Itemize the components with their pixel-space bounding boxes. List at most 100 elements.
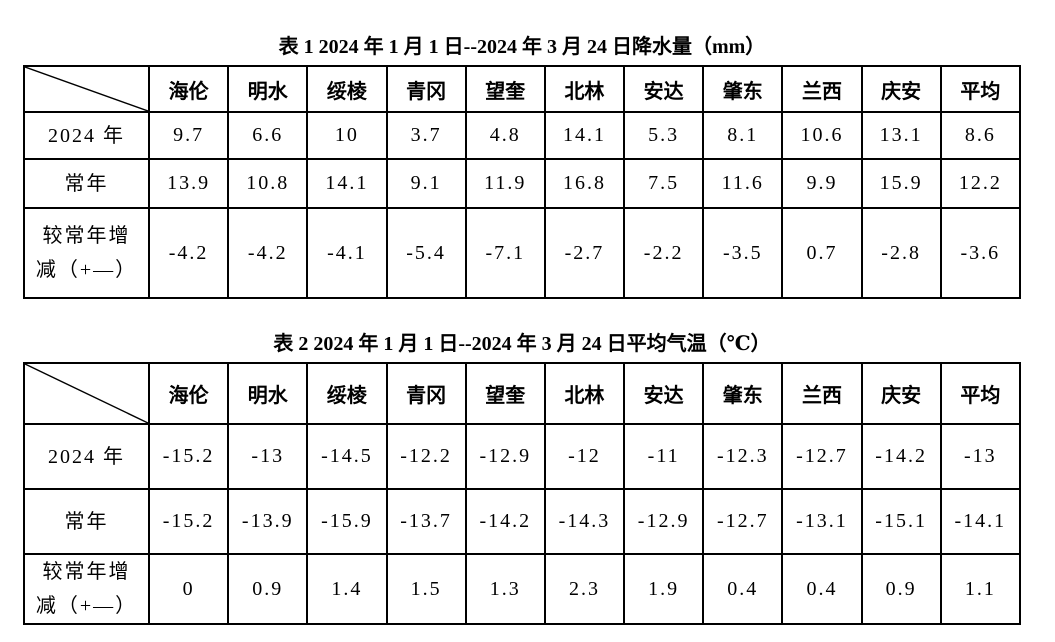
row-label: 常年 [23,488,150,555]
table-cell: 1.4 [306,553,388,625]
table-cell: -5.4 [385,207,467,299]
table-cell: -12 [543,423,626,490]
column-header: 肇东 [702,65,784,113]
column-header: 北林 [543,362,626,425]
table-cell: 10.8 [227,158,309,209]
table-cell: -4.2 [227,207,309,299]
table-cell: -4.2 [147,207,230,299]
column-header: 明水 [227,65,309,113]
table-cell: 13.1 [860,111,942,160]
diagonal-line [25,67,148,111]
table-cell: 0.9 [227,553,309,625]
header-row: 海伦 明水 绥棱 青冈 望奎 北林 安达 肇东 兰西 庆安 平均 [23,65,1022,113]
table-cell: 1.5 [385,553,467,625]
column-header: 安达 [623,362,705,425]
table-cell: -4.1 [306,207,388,299]
table-cell: 1.3 [464,553,546,625]
table-cell: 0 [147,553,230,625]
table-cell: -15.2 [147,488,230,555]
table-row: 2024 年 -15.2 -13 -14.5 -12.2 -12.9 -12 -11 -12.3… [23,423,1022,490]
table-cell: -15.9 [306,488,388,555]
column-header: 青冈 [385,362,467,425]
table-corner-cell [23,65,150,113]
column-header: 明水 [227,362,309,425]
table-cell: -15.2 [147,423,230,490]
column-header: 北林 [543,65,626,113]
table-cell: 15.9 [860,158,942,209]
column-header: 绥棱 [306,65,388,113]
table-cell: 0.4 [781,553,863,625]
table-cell: 5.3 [623,111,705,160]
row-label: 2024 年 [23,111,150,160]
column-header: 肇东 [702,362,784,425]
row-label: 2024 年 [23,423,150,490]
table-row: 常年 -15.2 -13.9 -15.9 -13.7 -14.2 -14.3 -12.9 -12… [23,488,1022,555]
column-header: 望奎 [464,65,546,113]
column-header: 绥棱 [306,362,388,425]
table-cell: -14.5 [306,423,388,490]
table-cell: -12.3 [702,423,784,490]
table-cell: 9.1 [385,158,467,209]
table-cell: 11.6 [702,158,784,209]
table-cell: 8.6 [939,111,1022,160]
table-cell: 10.6 [781,111,863,160]
table-cell: -3.5 [702,207,784,299]
table-row: 2024 年 9.7 6.6 10 3.7 4.8 14.1 5.3 8.1 10.6 13.1 8.… [23,111,1022,160]
table-cell: 2.3 [543,553,626,625]
table-cell: 9.9 [781,158,863,209]
table-cell: 4.8 [464,111,546,160]
table-cell: -15.1 [860,488,942,555]
table-cell: -12.9 [623,488,705,555]
table-cell: -13.1 [781,488,863,555]
column-header: 青冈 [385,65,467,113]
table-cell: -13 [227,423,309,490]
table-cell: -7.1 [464,207,546,299]
column-header: 平均 [939,65,1022,113]
table-cell: 0.4 [702,553,784,625]
table-cell: -12.2 [385,423,467,490]
table-row: 常年 13.9 10.8 14.1 9.1 11.9 16.8 7.5 11.6 9.9 15.9 1… [23,158,1022,209]
table-cell: 12.2 [939,158,1022,209]
column-header: 平均 [939,362,1022,425]
table-cell: -11 [623,423,705,490]
temperature-table: 海伦 明水 绥棱 青冈 望奎 北林 安达 肇东 兰西 庆安 平均 2024 年 -15.2 -13 -14.… [23,362,1022,625]
table-cell: 11.9 [464,158,546,209]
table-cell: -14.3 [543,488,626,555]
table-cell: 0.9 [860,553,942,625]
table-cell: -13.9 [227,488,309,555]
table-cell: -14.1 [939,488,1022,555]
table-cell: -2.7 [543,207,626,299]
row-label: 常年 [23,158,150,209]
diagonal-line [25,364,148,423]
table-cell: -12.7 [702,488,784,555]
table-cell: -12.9 [464,423,546,490]
table-cell: -3.6 [939,207,1022,299]
table-cell: 9.7 [147,111,230,160]
header-row: 海伦 明水 绥棱 青冈 望奎 北林 安达 肇东 兰西 庆安 平均 [23,362,1022,425]
column-header: 庆安 [860,362,942,425]
table2-title: 表 2 2024 年 1 月 1 日--2024 年 3 月 24 日平均气温（… [273,333,771,355]
table-row: 较常年增 减（+—） -4.2 -4.2 -4.1 -5.4 -7.1 -2.7 -2.2 -3… [23,207,1022,299]
table-cell: 14.1 [306,158,388,209]
table-cell: 6.6 [227,111,309,160]
table-row: 较常年增 减（+—） 0 0.9 1.4 1.5 1.3 2.3 1.9 0.4 0.4 0.9 1.… [23,553,1022,625]
table-corner-cell [23,362,150,425]
table-cell: 0.7 [781,207,863,299]
table-cell: -14.2 [860,423,942,490]
row-label: 较常年增 减（+—） [23,553,150,625]
column-header: 安达 [623,65,705,113]
table-cell: 13.9 [147,158,230,209]
table-cell: -14.2 [464,488,546,555]
table-cell: -13.7 [385,488,467,555]
column-header: 海伦 [147,65,230,113]
column-header: 兰西 [781,65,863,113]
column-header: 望奎 [464,362,546,425]
table-cell: 1.9 [623,553,705,625]
column-header: 庆安 [860,65,942,113]
table-cell: 3.7 [385,111,467,160]
table-cell: 14.1 [543,111,626,160]
table-cell: -2.2 [623,207,705,299]
precipitation-table: 海伦 明水 绥棱 青冈 望奎 北林 安达 肇东 兰西 庆安 平均 2024 年 9.7 6.6 10 3.7 4… [23,65,1022,299]
table-cell: 8.1 [702,111,784,160]
